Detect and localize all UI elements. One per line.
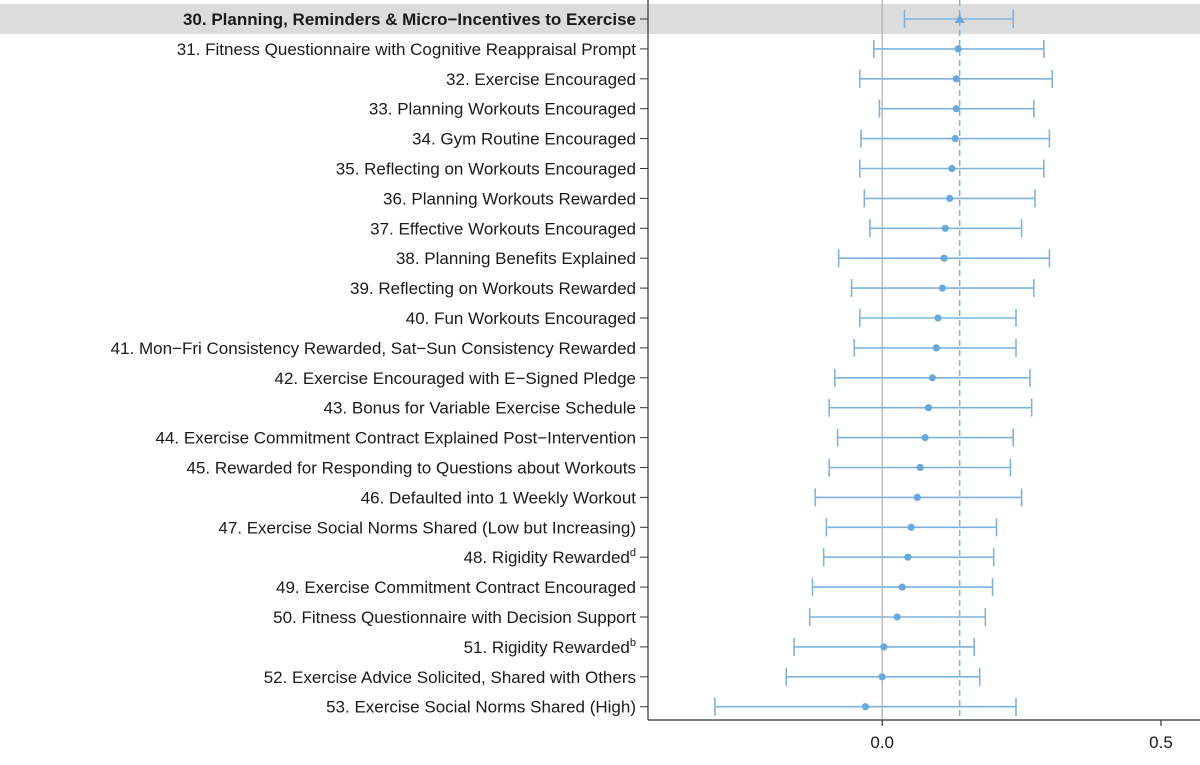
point-estimate <box>924 404 933 412</box>
point-estimate <box>913 493 921 501</box>
point-estimate <box>952 75 960 83</box>
point-estimate <box>928 374 936 382</box>
row-label: 41. Mon−Fri Consistency Rewarded, Sat−Su… <box>111 339 636 358</box>
point-estimate <box>934 314 942 322</box>
point-estimate <box>921 434 929 442</box>
row-label: 37. Effective Workouts Encouraged <box>370 219 636 238</box>
x-tick-label: 0.0 <box>870 733 894 752</box>
row-label: 42. Exercise Encouraged with E−Signed Pl… <box>275 369 636 388</box>
row-label-superscript: b <box>630 637 636 649</box>
point-estimate <box>861 703 870 711</box>
row-label: 48. Rigidity Rewardedd <box>464 547 636 567</box>
row-label: 31. Fitness Questionnaire with Cognitive… <box>177 40 637 59</box>
row-label: 36. Planning Workouts Rewarded <box>383 189 636 208</box>
row-label: 51. Rigidity Rewardedb <box>464 637 636 657</box>
row-label: 53. Exercise Social Norms Shared (High) <box>326 698 636 717</box>
point-estimate <box>893 613 901 621</box>
point-estimate <box>878 673 886 681</box>
row-label: 39. Reflecting on Workouts Rewarded <box>350 279 636 298</box>
point-estimate <box>940 254 948 262</box>
point-estimate <box>907 523 915 531</box>
point-estimate <box>932 344 940 352</box>
row-label: 52. Exercise Advice Solicited, Shared wi… <box>264 668 636 687</box>
row-label: 40. Fun Workouts Encouraged <box>406 309 636 328</box>
row-label: 47. Exercise Social Norms Shared (Low bu… <box>218 518 636 537</box>
point-estimate <box>880 643 888 651</box>
row-label: 34. Gym Routine Encouraged <box>412 130 636 149</box>
point-estimate <box>954 45 962 53</box>
point-estimate <box>948 164 956 173</box>
point-estimate <box>916 463 924 472</box>
row-label: 50. Fitness Questionnaire with Decision … <box>273 608 636 627</box>
axes-layer: 0.0 0.5 <box>640 0 1200 752</box>
point-estimate-triangle <box>954 14 965 23</box>
interval-marks-layer <box>714 10 1054 716</box>
point-estimate <box>904 553 912 561</box>
x-tick-label: 0.5 <box>1149 733 1173 752</box>
row-label: 33. Planning Workouts Encouraged <box>369 100 636 119</box>
row-label: 35. Reflecting on Workouts Encouraged <box>336 160 636 179</box>
point-estimate <box>941 224 949 232</box>
row-label: 44. Exercise Commitment Contract Explain… <box>156 429 636 448</box>
row-label: 32. Exercise Encouraged <box>446 70 636 89</box>
row-label: 49. Exercise Commitment Contract Encoura… <box>276 578 636 597</box>
row-label: 38. Planning Benefits Explained <box>396 249 636 268</box>
point-estimate <box>952 105 960 113</box>
row-label: 30. Planning, Reminders & Micro−Incentiv… <box>183 10 636 29</box>
point-estimate <box>951 135 959 143</box>
row-label: 46. Defaulted into 1 Weekly Workout <box>361 488 637 507</box>
reference-lines-layer <box>881 0 961 720</box>
row-labels-layer: 30. Planning, Reminders & Micro−Incentiv… <box>111 10 637 717</box>
row-label: 45. Rewarded for Responding to Questions… <box>186 459 636 478</box>
row-label: 43. Bonus for Variable Exercise Schedule <box>324 399 636 418</box>
point-estimate <box>946 194 954 202</box>
row-label-superscript: d <box>630 547 636 559</box>
point-estimate <box>898 583 906 591</box>
point-estimate <box>938 284 947 292</box>
